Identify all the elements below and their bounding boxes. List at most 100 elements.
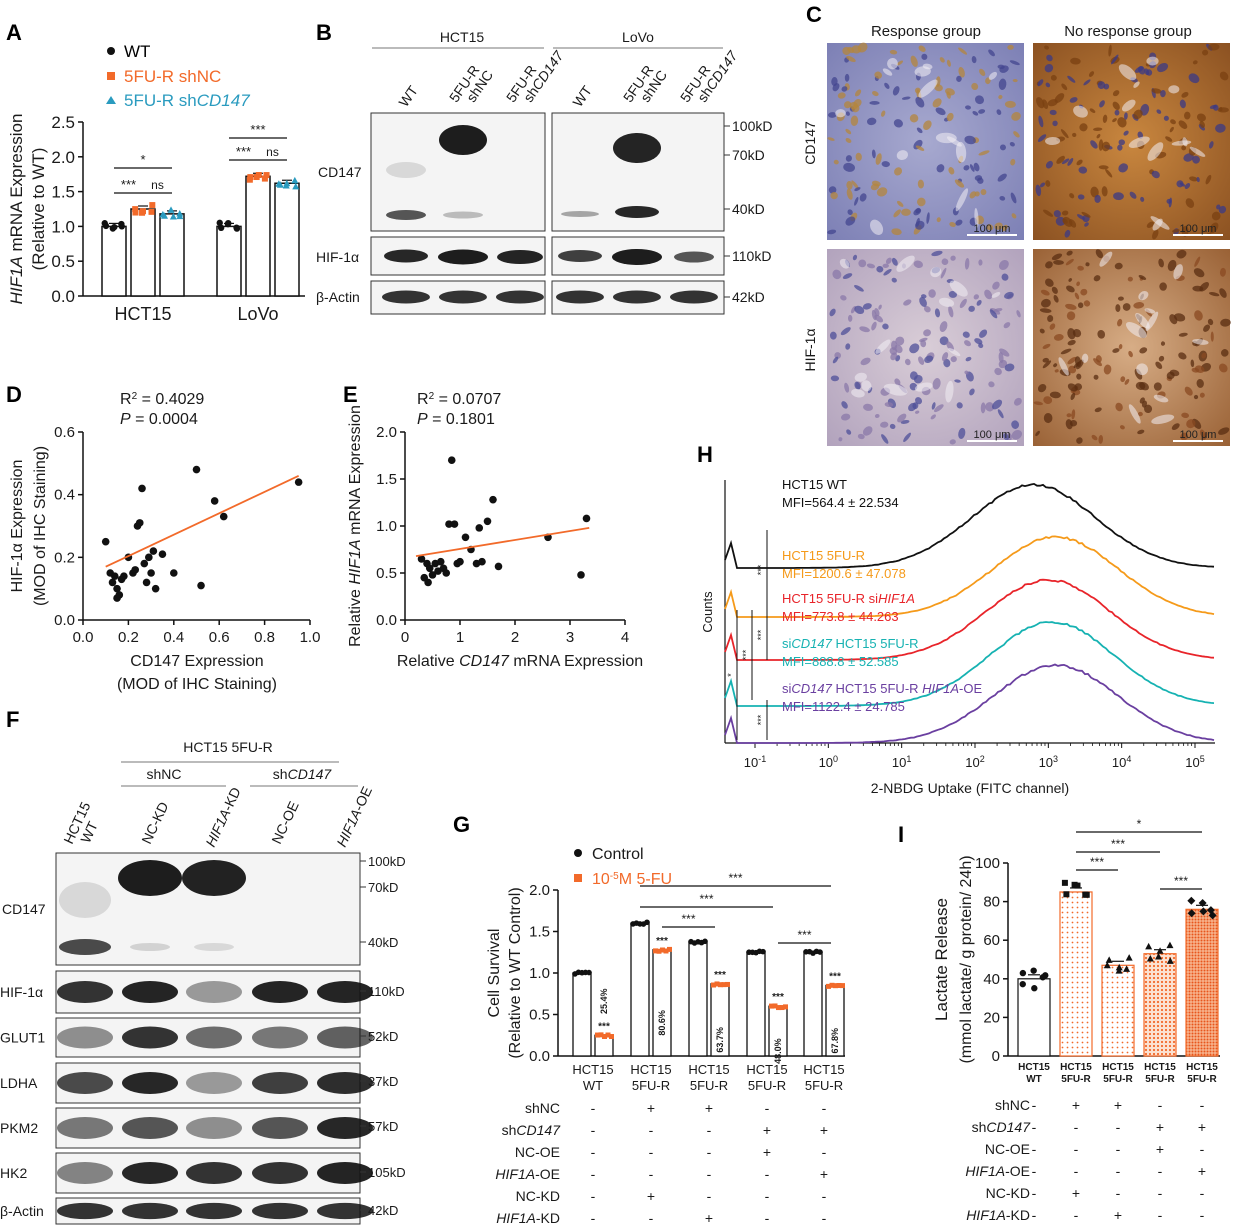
ihc-cell	[1012, 79, 1018, 83]
band-b-hif	[558, 250, 602, 262]
condition-cell-i: +	[1156, 1141, 1164, 1157]
point-i	[1166, 957, 1174, 964]
p-label-chartE: P = 0.1801	[417, 411, 495, 428]
band-b-cd147	[443, 211, 483, 219]
significance-label-i: ***	[1174, 874, 1188, 888]
ihc-cell	[880, 110, 886, 117]
condition-cell-g: -	[707, 1166, 712, 1182]
ihc-cell	[974, 338, 983, 345]
significance-label-i: ***	[1090, 855, 1104, 869]
ihc-cell	[846, 181, 853, 190]
ihc-cell	[988, 381, 995, 388]
condition-cell-i: -	[1158, 1207, 1163, 1223]
condition-cell-i: -	[1032, 1097, 1037, 1113]
point-i	[1061, 879, 1068, 886]
x-category-label-i: HCT15	[1186, 1062, 1218, 1073]
significance-label-i: ***	[1111, 837, 1125, 851]
point-5fu-g	[656, 948, 662, 954]
scatter-point-chartE	[582, 514, 591, 523]
bar-control-g	[803, 951, 823, 1057]
blot-b-lane-label: WT	[569, 82, 595, 109]
ihc-cell	[1127, 276, 1133, 282]
ihc-cell	[1049, 391, 1061, 399]
blot-f-band	[57, 1026, 113, 1049]
ihc-cell	[1209, 222, 1219, 234]
ihc-cell	[984, 289, 993, 300]
ihc-cell	[1202, 49, 1209, 56]
point-i	[1187, 896, 1196, 905]
ihc-lumen	[955, 141, 967, 163]
ihc-cell	[1038, 115, 1044, 128]
ihc-cell	[1157, 62, 1169, 73]
condition-cell-i: +	[1198, 1119, 1206, 1135]
ihc-cell	[1053, 260, 1064, 265]
band-b-actin	[556, 290, 604, 304]
blot-b-marker: 100kD	[732, 118, 772, 134]
bar-a	[216, 225, 242, 297]
condition-cell-i: -	[1074, 1141, 1079, 1157]
blot-f-row-label: β-Actin	[0, 1203, 44, 1219]
legend-5fu-marker-g	[574, 874, 582, 882]
ihc-cell	[958, 66, 965, 78]
point-5fu-g	[663, 948, 669, 954]
scatter-point-chartE	[417, 555, 426, 563]
blot-f-band	[186, 1072, 242, 1094]
scatter-point-chartE	[475, 524, 484, 532]
ihc-tile: 100 μm	[827, 249, 1024, 446]
ihc-cell	[1033, 401, 1044, 406]
ihc-cell	[854, 305, 865, 314]
ihc-cell	[1042, 343, 1051, 349]
r2-r: R	[417, 391, 429, 408]
blot-b-lane-label: WT	[395, 82, 421, 109]
ihc-cell	[979, 329, 988, 338]
ihc-cell	[1188, 73, 1200, 84]
condition-cell-i: -	[1032, 1185, 1037, 1201]
ihc-cell	[950, 255, 956, 261]
ihc-cell	[1043, 396, 1053, 405]
ihc-cell	[931, 250, 943, 257]
ihc-cell	[859, 193, 867, 202]
ihc-cell	[843, 101, 852, 109]
ihc-cell	[1219, 267, 1226, 277]
ihc-cell	[853, 98, 862, 108]
ihc-cell	[1118, 163, 1129, 173]
point-a	[149, 202, 156, 209]
p-value: = 0.0004	[131, 411, 198, 428]
ihc-cell	[941, 352, 949, 362]
ihc-cell	[845, 216, 856, 226]
point-a	[263, 172, 270, 179]
x-category-label2-g: WT	[583, 1078, 603, 1093]
r2-sup: 2	[132, 391, 138, 402]
ihc-cell	[862, 426, 873, 436]
ihc-cell	[829, 308, 836, 317]
panel-letter-d: D	[6, 382, 22, 407]
condition-cell-g: +	[763, 1144, 771, 1160]
x-category-label2-i: 5FU-R	[1187, 1074, 1217, 1085]
ihc-cell	[946, 112, 954, 122]
ihc-cell	[1120, 376, 1126, 383]
legend-a: WT 5FU-R shNC 5FU-R shCD147	[106, 42, 250, 110]
ihc-cell	[913, 260, 924, 268]
band-b-hif	[384, 249, 428, 263]
point-i	[1039, 974, 1046, 981]
ihc-cell	[1176, 180, 1184, 188]
blot-f-band	[252, 1072, 308, 1094]
scatter-point-chartD	[151, 584, 160, 593]
condition-cell-g: -	[822, 1188, 827, 1204]
ihc-cell	[1049, 323, 1056, 330]
x-axis-label-e: Relative CD147 mRNA Expression	[397, 653, 643, 670]
ihc-cell	[918, 356, 925, 365]
ihc-lumen	[1121, 99, 1136, 112]
ihc-lumen	[1081, 353, 1089, 363]
ihc-cell	[841, 401, 848, 409]
ihc-cell	[1035, 430, 1040, 437]
condition-cell-i: -	[1200, 1141, 1205, 1157]
ihc-cell	[1203, 324, 1211, 332]
scatter-point-chartE	[445, 520, 453, 528]
ihc-cell	[1185, 198, 1195, 208]
ihc-cell	[1190, 359, 1195, 368]
ihc-cell	[991, 399, 1003, 410]
band-b-cd147	[561, 211, 599, 217]
condition-row-label-g: NC-KD	[516, 1188, 560, 1204]
